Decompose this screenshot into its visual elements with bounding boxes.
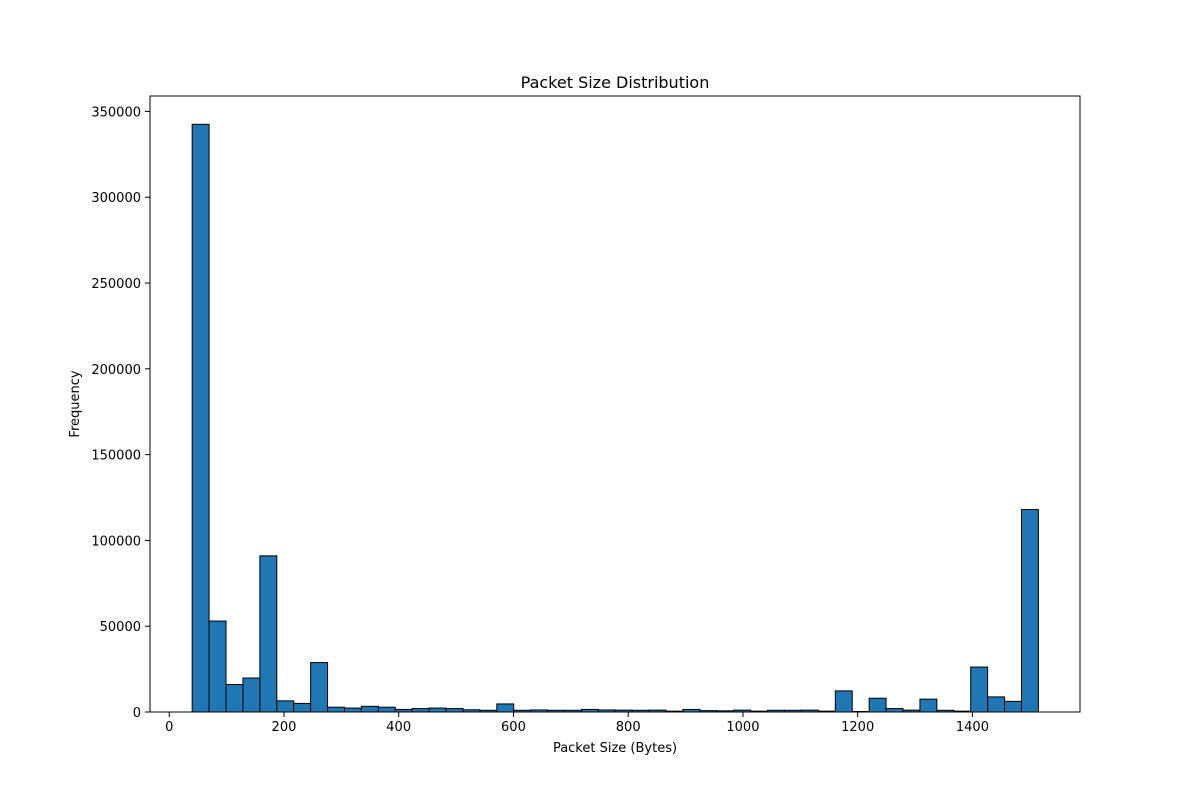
histogram-bar [293, 702, 312, 713]
histogram-bar [834, 690, 853, 713]
x-tick-label: 600 [501, 720, 526, 735]
histogram-bar [987, 696, 1006, 713]
histogram-bar [496, 703, 515, 713]
x-axis-ticks: 0 200 400 600 800 1000 1200 1400 [165, 712, 989, 735]
histogram-bar [191, 123, 210, 713]
y-tick-label: 100000 [91, 534, 141, 549]
bar-group [191, 123, 1039, 713]
y-tick-label: 150000 [91, 449, 141, 464]
histogram-bar [208, 620, 227, 713]
y-tick-label: 200000 [91, 363, 141, 378]
histogram-bar [445, 708, 464, 713]
histogram-bar [1004, 700, 1022, 713]
x-tick-label: 1400 [956, 720, 989, 735]
x-tick-label: 200 [272, 720, 297, 735]
histogram-bar [428, 707, 447, 713]
histogram-bar [259, 555, 278, 713]
x-tick-label: 1200 [841, 720, 874, 735]
y-axis-label: Frequency [68, 370, 83, 437]
y-tick-label: 250000 [91, 277, 141, 292]
histogram-bar [1020, 509, 1039, 713]
x-axis-label: Packet Size (Bytes) [553, 741, 677, 756]
histogram-bar [377, 706, 396, 713]
y-tick-label: 0 [133, 706, 141, 721]
y-axis-ticks: 0 50000 100000 150000 200000 250000 300000 3500… [91, 105, 150, 721]
x-tick-label: 800 [616, 720, 641, 735]
y-tick-label: 350000 [91, 105, 141, 120]
histogram-bar [360, 705, 379, 713]
histogram-bar [310, 662, 329, 713]
chart-title: Packet Size Distribution [521, 73, 710, 92]
x-tick-label: 400 [386, 720, 411, 735]
y-tick-label: 300000 [91, 191, 141, 206]
histogram-bar [343, 707, 362, 713]
y-tick-label: 50000 [100, 620, 141, 635]
histogram-bar [919, 698, 938, 713]
histogram-bar [885, 708, 904, 713]
x-tick-label: 1000 [726, 720, 759, 735]
plot-area-frame [149, 95, 1081, 713]
histogram-bar [411, 708, 430, 713]
histogram-bar [242, 677, 261, 713]
histogram-bar [868, 697, 887, 713]
histogram-bar [327, 706, 345, 713]
histogram-bar [225, 684, 244, 713]
histogram-bar [276, 700, 295, 713]
x-tick-label: 0 [165, 720, 173, 735]
histogram-bar [970, 666, 989, 713]
